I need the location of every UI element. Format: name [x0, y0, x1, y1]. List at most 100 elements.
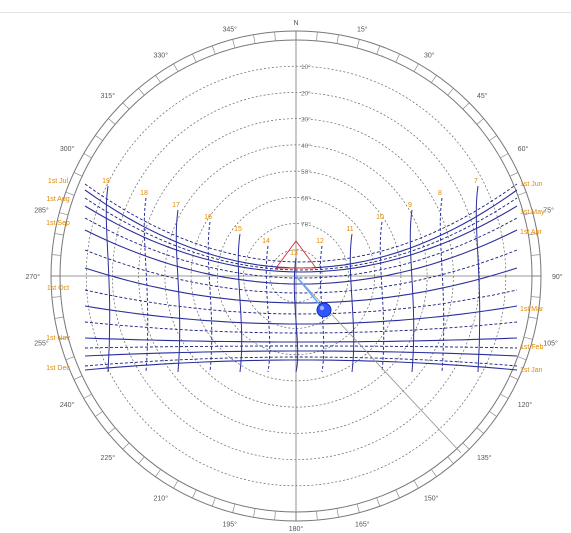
hour-analemma [237, 233, 243, 373]
altitude-label: 30° [301, 116, 311, 124]
hour-analemma [439, 197, 445, 373]
azimuth-tick [431, 469, 437, 477]
hour-analemma [475, 185, 481, 373]
azimuth-tick [395, 53, 400, 63]
hour-analemma [175, 209, 181, 373]
date-label: 1st Jan [520, 367, 543, 374]
sun-path-line [84, 337, 518, 343]
hour-label: 12 [316, 238, 324, 245]
sun-path-line-dashed [84, 289, 518, 315]
azimuth-tick [395, 489, 400, 499]
azimuth-tick [523, 212, 533, 216]
azimuth-label: 135° [477, 454, 492, 462]
azimuth-tick [528, 233, 538, 236]
azimuth-tick [274, 31, 276, 41]
shadow-line [295, 275, 462, 454]
azimuth-tick [376, 45, 381, 55]
azimuth-tick [336, 508, 339, 518]
azimuth-tick [356, 503, 360, 513]
azimuth-label: 30° [424, 51, 435, 59]
hour-label: 13 [290, 250, 298, 257]
sun-path-line [84, 205, 518, 273]
azimuth-label: 45° [477, 92, 488, 100]
azimuth-tick [155, 469, 161, 477]
azimuth-tick [173, 480, 179, 489]
sun-path-line [84, 267, 518, 304]
hour-analemma [265, 245, 271, 373]
azimuth-label: 345° [222, 26, 237, 34]
azimuth-label: 195° [222, 520, 237, 528]
azimuth-label: 120° [518, 401, 533, 409]
hour-analemma [379, 221, 385, 373]
azimuth-tick [51, 254, 61, 256]
date-label: 1st Sep [46, 220, 70, 227]
azimuth-tick [500, 153, 509, 159]
azimuth-tick [316, 31, 318, 41]
sun-path-line [84, 350, 518, 357]
hour-label: 15 [234, 226, 242, 233]
azimuth-label: 150° [424, 495, 439, 503]
azimuth-tick [108, 118, 116, 125]
sun-path-line-dashed [84, 356, 518, 367]
hour-label: 18 [140, 190, 148, 197]
sun-path-line-dashed [84, 217, 518, 279]
hour-label: 11 [346, 226, 353, 233]
hour-analemmas [105, 185, 481, 373]
azimuth-label: 285° [34, 207, 49, 215]
date-label: 1st Aug [46, 196, 69, 203]
hour-analemma [349, 233, 355, 373]
azimuth-tick [447, 456, 454, 464]
hour-analemma [293, 257, 299, 373]
azimuth-tick [523, 336, 533, 340]
azimuth-tick [462, 102, 470, 110]
date-label: 1st Jul [48, 178, 69, 185]
azimuth-label: 210° [154, 495, 169, 503]
hour-analemma [207, 221, 213, 373]
azimuth-tick [122, 442, 130, 450]
azimuth-label: 165° [355, 520, 370, 528]
azimuth-tick [83, 393, 92, 399]
azimuth-tick [232, 503, 236, 513]
date-label: 1st Oct [47, 285, 69, 292]
sun-icon [316, 302, 332, 318]
azimuth-label: 225° [101, 454, 116, 462]
altitude-label: 60° [301, 194, 311, 202]
azimuth-label: 60° [518, 145, 529, 153]
azimuth-tick [65, 191, 75, 196]
azimuth-tick [476, 427, 484, 434]
azimuth-tick [173, 63, 179, 72]
azimuth-tick [138, 88, 145, 96]
altitude-label: 10° [301, 63, 311, 71]
azimuth-tick [59, 336, 69, 340]
azimuth-tick [95, 411, 103, 417]
hour-analemma [409, 209, 415, 373]
azimuth-tick [476, 118, 484, 125]
sun-path-line [84, 229, 518, 285]
azimuth-tick [316, 511, 318, 521]
sun-path-line-dashed [84, 249, 518, 294]
azimuth-label: 300° [60, 145, 75, 153]
azimuth-tick [509, 172, 519, 177]
sun-position-overlay [275, 240, 462, 454]
azimuth-tick [274, 511, 276, 521]
azimuth-label: 255° [34, 339, 49, 347]
azimuth-label: 270° [26, 273, 41, 281]
hour-label: 17 [172, 202, 180, 209]
azimuth-tick [54, 316, 64, 319]
azimuth-tick [462, 442, 470, 450]
sun-path-line-dashed [84, 197, 518, 271]
azimuth-tick [59, 212, 69, 216]
azimuth-label: 15° [357, 26, 368, 34]
azimuth-tick [155, 75, 161, 83]
top-bar [0, 0, 571, 13]
azimuth-tick [336, 34, 339, 44]
hour-label: 19 [102, 178, 110, 185]
azimuth-tick [122, 102, 130, 110]
azimuth-tick [489, 411, 497, 417]
azimuth-tick [376, 497, 381, 507]
azimuth-tick [517, 191, 527, 196]
altitude-label: 20° [301, 89, 311, 97]
azimuth-tick [83, 153, 92, 159]
date-label: 1st Feb [520, 344, 543, 351]
azimuth-tick [509, 375, 519, 380]
